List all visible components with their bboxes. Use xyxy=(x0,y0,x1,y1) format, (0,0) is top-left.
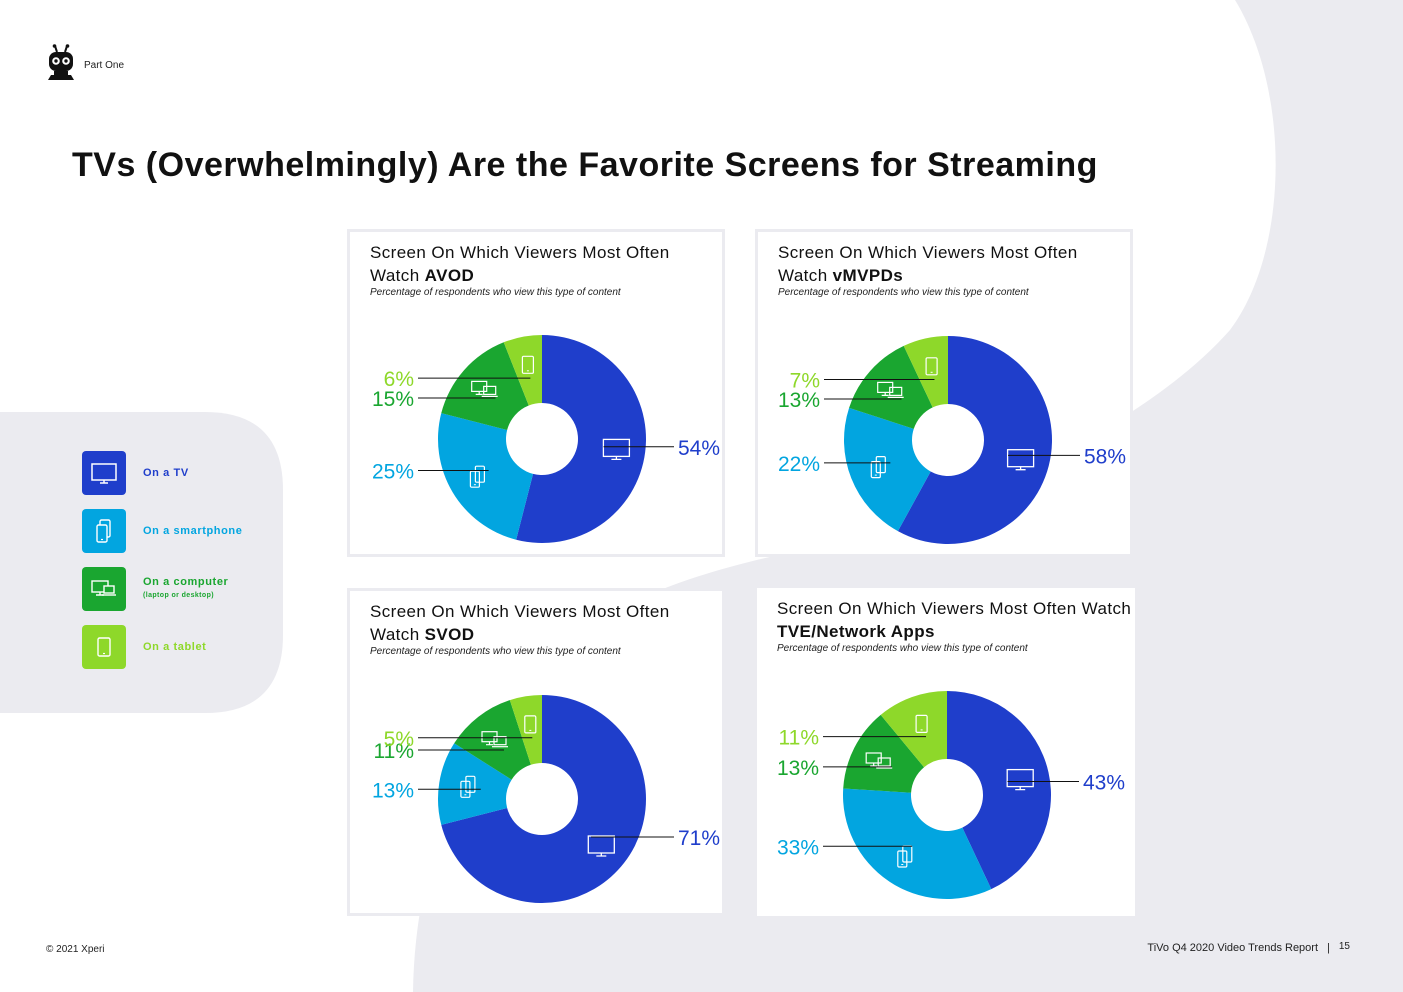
tv-icon xyxy=(1006,768,1034,791)
tv-icon xyxy=(1006,449,1035,471)
footer-report: TiVo Q4 2020 Video Trends Report | 15 xyxy=(1147,941,1350,954)
data-label-tv: 43% xyxy=(1083,772,1125,795)
chart-card-avod: Screen On Which Viewers Most Often Watch… xyxy=(347,229,725,557)
data-label-tablet: 6% xyxy=(384,368,414,391)
tv-icon xyxy=(91,463,117,484)
chart-subtitle: Percentage of respondents who view this … xyxy=(777,643,1028,654)
legend-swatch-tablet xyxy=(82,625,126,669)
legend-item-tablet: On a tablet xyxy=(82,625,282,669)
computer-icon xyxy=(865,752,893,769)
donut-slice-smartphone xyxy=(844,407,931,532)
legend-label-tv: On a TV xyxy=(143,466,189,479)
computer-icon xyxy=(91,580,116,596)
data-label-smartphone: 22% xyxy=(778,453,820,476)
donut-slice-tablet xyxy=(880,691,947,768)
chart-title: Screen On Which Viewers Most Often Watch… xyxy=(370,602,670,644)
data-label-computer: 11% xyxy=(374,740,414,763)
copyright: © 2021 Xperi xyxy=(46,944,105,955)
legend-item-tv: On a TV xyxy=(82,451,282,495)
data-label-computer: 13% xyxy=(777,757,819,780)
smartphone-icon xyxy=(96,519,111,543)
data-label-tv: 71% xyxy=(678,827,720,850)
legend: On a TV On a smartphone On a computer (la… xyxy=(82,451,282,683)
tablet-icon xyxy=(524,715,537,734)
chart-card-vmvpds: Screen On Which Viewers Most Often Watch… xyxy=(755,229,1133,557)
page-number: 15 xyxy=(1338,941,1350,952)
chart-card-svod: Screen On Which Viewers Most Often Watch… xyxy=(347,588,725,916)
donut-slice-tv xyxy=(947,691,1051,890)
donut-chart-avod: 54% 25% 15%6% xyxy=(372,335,720,543)
donut-slice-tablet xyxy=(509,695,542,765)
computer-icon xyxy=(481,731,508,748)
report-name: TiVo Q4 2020 Video Trends Report xyxy=(1147,942,1319,954)
tablet-icon xyxy=(915,714,928,733)
data-label-computer: 13% xyxy=(778,389,820,412)
tablet-icon xyxy=(925,357,938,376)
donut-chart-svod: 71% 13% 11%5% xyxy=(372,695,720,903)
computer-icon xyxy=(471,380,498,397)
donut-slice-tv xyxy=(441,695,646,903)
section-label: Part One xyxy=(84,59,125,71)
chart-title: Screen On Which Viewers Most Often Watch… xyxy=(778,243,1078,285)
chart-title: Screen On Which Viewers Most Often Watch… xyxy=(777,599,1132,641)
footer-separator: | xyxy=(1327,942,1330,954)
data-label-smartphone: 25% xyxy=(372,461,414,484)
legend-item-smartphone: On a smartphone xyxy=(82,509,282,553)
donut-chart-vmvpds: 58% 22% 13%7% xyxy=(778,336,1126,544)
legend-swatch-smartphone xyxy=(82,509,126,553)
chart-subtitle: Percentage of respondents who view this … xyxy=(370,646,621,657)
computer-icon xyxy=(877,381,904,398)
legend-swatch-computer xyxy=(82,567,126,611)
donut-slice-computer xyxy=(843,714,925,793)
data-label-computer: 15% xyxy=(372,388,414,411)
tv-icon xyxy=(602,438,631,461)
donut-slice-tv xyxy=(897,336,1052,544)
tablet-icon xyxy=(521,355,534,374)
legend-swatch-tv xyxy=(82,451,126,495)
legend-label-computer: On a computer (laptop or desktop) xyxy=(143,576,228,602)
data-label-tv: 54% xyxy=(678,437,720,460)
data-label-smartphone: 33% xyxy=(777,836,819,859)
data-label-smartphone: 13% xyxy=(372,779,414,802)
donut-chart-tve: 43% 33% 13% 11% xyxy=(777,691,1125,899)
data-label-tablet: 11% xyxy=(779,727,819,750)
donut-slice-computer xyxy=(454,700,531,780)
legend-label-smartphone: On a smartphone xyxy=(143,524,243,537)
smartphone-icon xyxy=(469,465,486,488)
data-label-tablet: 5% xyxy=(384,728,414,751)
chart-subtitle: Percentage of respondents who view this … xyxy=(370,287,621,298)
data-label-tablet: 7% xyxy=(790,370,820,393)
smartphone-icon xyxy=(870,456,886,479)
legend-label-tablet: On a tablet xyxy=(143,640,207,653)
legend-sublabel-computer: (laptop or desktop) xyxy=(143,592,214,599)
chart-card-tve: Screen On Which Viewers Most Often Watch… xyxy=(757,588,1135,916)
tivo-robot-icon xyxy=(48,44,74,80)
header: Part One xyxy=(46,44,124,82)
tv-icon xyxy=(587,835,615,857)
donut-slice-smartphone xyxy=(438,413,534,540)
chart-subtitle: Percentage of respondents who view this … xyxy=(778,287,1029,298)
tablet-icon xyxy=(97,637,111,657)
donut-slice-smartphone xyxy=(843,788,992,899)
chart-title: Screen On Which Viewers Most Often Watch… xyxy=(370,243,670,285)
page-title: TVs (Overwhelmingly) Are the Favorite Sc… xyxy=(72,146,1098,184)
legend-item-computer: On a computer (laptop or desktop) xyxy=(82,567,282,611)
donut-slice-tv xyxy=(516,335,646,543)
data-label-tv: 58% xyxy=(1084,445,1126,468)
